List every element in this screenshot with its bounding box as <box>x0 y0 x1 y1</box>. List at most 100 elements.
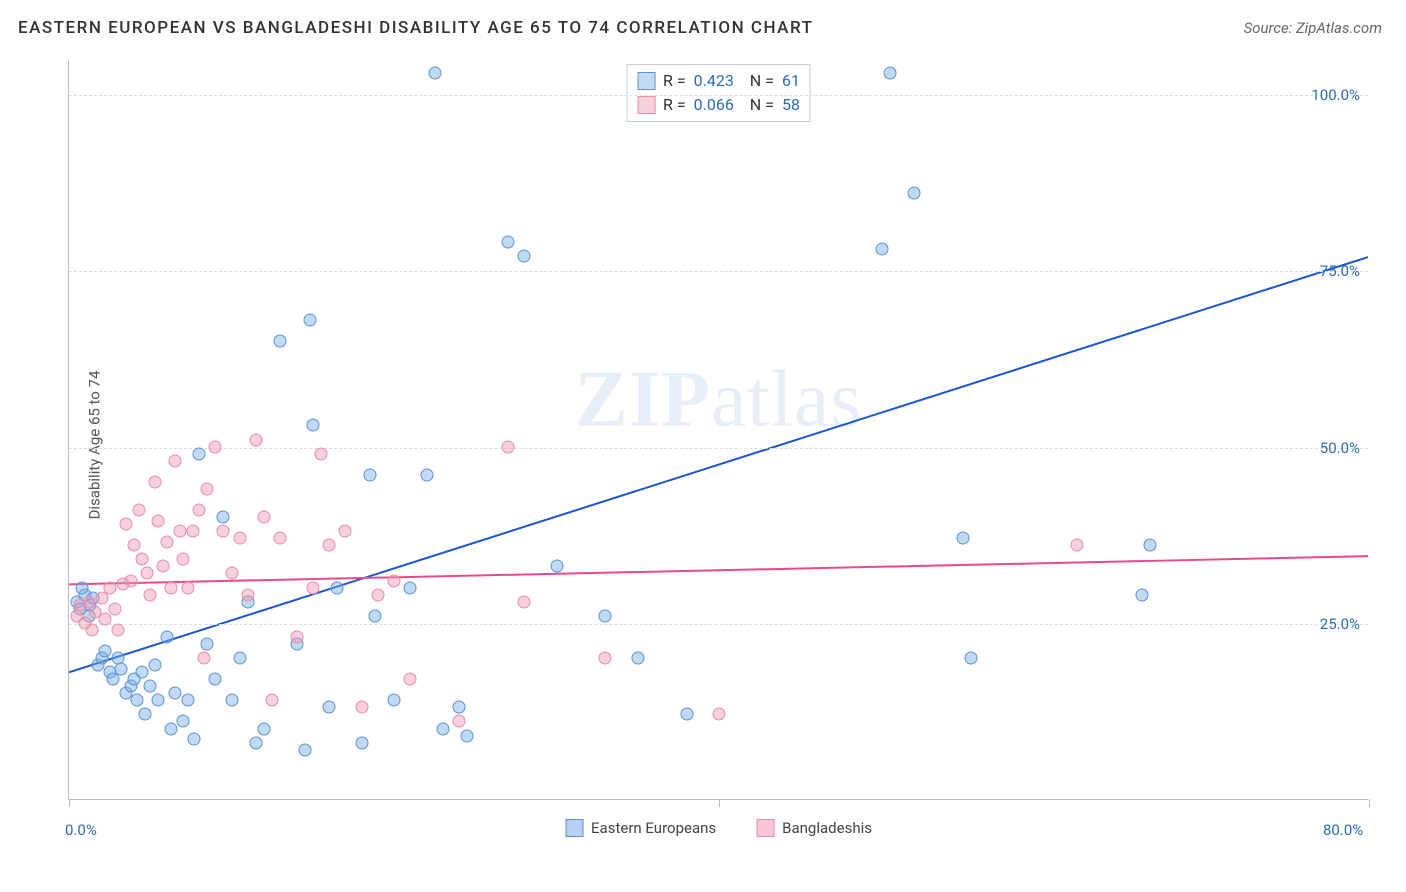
scatter-point <box>404 581 417 594</box>
gridline-horizontal <box>69 95 1368 96</box>
scatter-point <box>98 645 111 658</box>
scatter-point <box>176 715 189 728</box>
scatter-point <box>631 652 644 665</box>
scatter-point <box>274 532 287 545</box>
legend-swatch-blue <box>637 72 655 90</box>
scatter-point <box>168 687 181 700</box>
scatter-point <box>875 243 888 256</box>
scatter-point <box>258 511 271 524</box>
watermark-atlas: atlas <box>711 355 863 443</box>
legend-r-label: R = <box>663 69 686 93</box>
scatter-point <box>139 708 152 721</box>
scatter-point <box>331 581 344 594</box>
gridline-horizontal <box>69 271 1368 272</box>
scatter-point <box>355 736 368 749</box>
scatter-point <box>217 525 230 538</box>
scatter-point <box>501 236 514 249</box>
scatter-point <box>209 440 222 453</box>
y-tick-label: 25.0% <box>1320 615 1360 633</box>
scatter-point <box>144 680 157 693</box>
scatter-point <box>518 595 531 608</box>
scatter-point <box>1143 539 1156 552</box>
scatter-point <box>233 652 246 665</box>
y-tick-label: 75.0% <box>1320 262 1360 280</box>
legend-n-label: N = <box>742 93 774 117</box>
legend-n-value-1: 61 <box>782 69 800 93</box>
scatter-point <box>108 602 121 615</box>
scatter-point <box>883 67 896 80</box>
legend-r-value-2: 0.066 <box>694 93 734 117</box>
scatter-point <box>131 694 144 707</box>
scatter-point <box>461 729 474 742</box>
scatter-point <box>186 525 199 538</box>
scatter-point <box>599 609 612 622</box>
scatter-point <box>453 715 466 728</box>
scatter-point <box>124 574 137 587</box>
scatter-point <box>95 592 108 605</box>
y-tick-label: 100.0% <box>1311 86 1360 104</box>
scatter-point <box>599 652 612 665</box>
scatter-point <box>157 560 170 573</box>
legend-item-1: Eastern Europeans <box>565 819 716 837</box>
scatter-point <box>181 694 194 707</box>
scatter-point <box>201 482 214 495</box>
scatter-point <box>193 504 206 517</box>
scatter-point <box>306 581 319 594</box>
scatter-point <box>908 186 921 199</box>
scatter-point <box>298 743 311 756</box>
x-tick <box>719 799 720 807</box>
legend-swatch-blue <box>565 819 583 837</box>
legend-n-label: N = <box>742 69 774 93</box>
scatter-point <box>363 468 376 481</box>
trend-line <box>69 257 1368 672</box>
scatter-point <box>404 673 417 686</box>
scatter-point <box>181 581 194 594</box>
legend-r-value-1: 0.423 <box>694 69 734 93</box>
x-tick-label: 80.0% <box>1323 821 1363 839</box>
scatter-point <box>144 588 157 601</box>
chart-title: EASTERN EUROPEAN VS BANGLADESHI DISABILI… <box>18 18 813 38</box>
scatter-point <box>266 694 279 707</box>
scatter-point <box>1135 588 1148 601</box>
legend-label: Eastern Europeans <box>591 819 716 837</box>
scatter-point <box>76 581 89 594</box>
scatter-point <box>501 440 514 453</box>
scatter-point <box>197 652 210 665</box>
scatter-point <box>249 433 262 446</box>
legend-label: Bangladeshis <box>782 819 872 837</box>
scatter-point <box>323 701 336 714</box>
y-tick-label: 50.0% <box>1320 439 1360 457</box>
scatter-point <box>103 581 116 594</box>
scatter-point <box>176 553 189 566</box>
gridline-horizontal <box>69 624 1368 625</box>
scatter-point <box>217 511 230 524</box>
scatter-point <box>188 733 201 746</box>
series-legend: Eastern Europeans Bangladeshis <box>565 819 872 837</box>
scatter-point <box>290 630 303 643</box>
legend-row-2: R = 0.066 N = 58 <box>637 93 800 117</box>
scatter-point <box>964 652 977 665</box>
scatter-point <box>115 662 128 675</box>
scatter-point <box>241 588 254 601</box>
scatter-point <box>314 447 327 460</box>
scatter-point <box>355 701 368 714</box>
scatter-point <box>258 722 271 735</box>
scatter-point <box>323 539 336 552</box>
watermark: ZIPatlas <box>575 354 863 445</box>
scatter-point <box>428 67 441 80</box>
scatter-point <box>136 553 149 566</box>
scatter-point <box>550 560 563 573</box>
scatter-point <box>453 701 466 714</box>
legend-n-value-2: 58 <box>782 93 800 117</box>
scatter-point <box>956 532 969 545</box>
scatter-point <box>136 666 149 679</box>
legend-swatch-pink <box>756 819 774 837</box>
chart-source: Source: ZipAtlas.com <box>1244 19 1382 37</box>
scatter-point <box>193 447 206 460</box>
scatter-point <box>339 525 352 538</box>
scatter-point <box>371 588 384 601</box>
scatter-point <box>106 673 119 686</box>
scatter-point <box>160 535 173 548</box>
x-tick <box>69 799 70 807</box>
scatter-point <box>141 567 154 580</box>
